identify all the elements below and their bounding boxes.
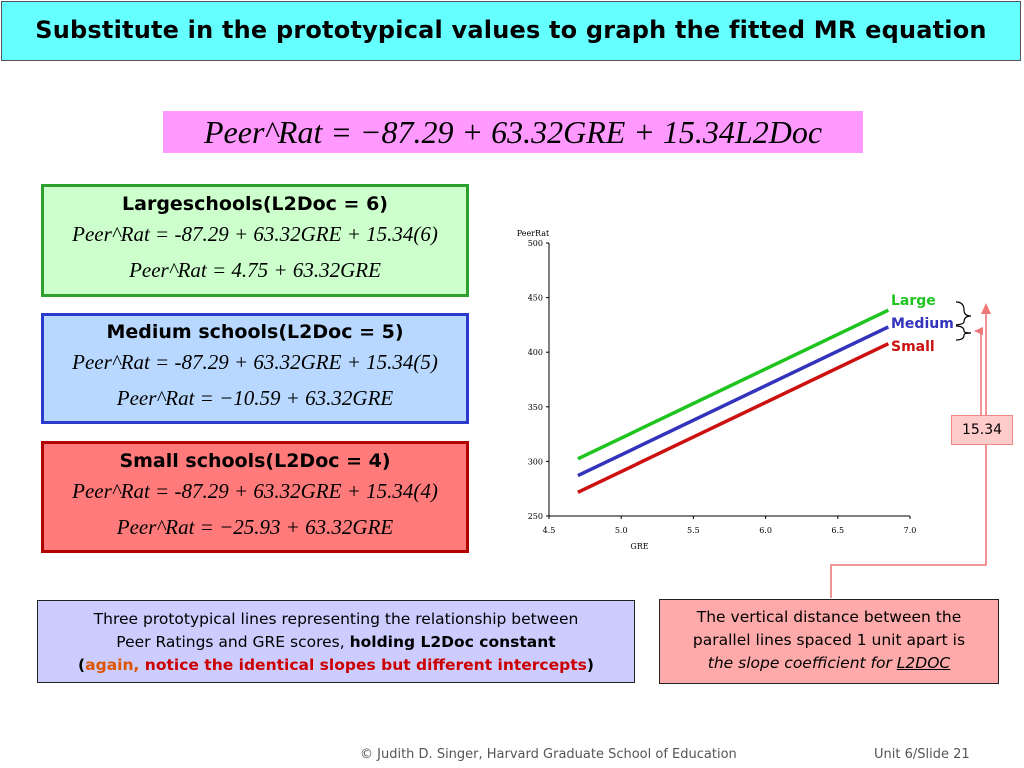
note-left-rest: notice the identical slopes but differen… [139,656,587,674]
y-tick-label: 350 [528,403,543,412]
arrow-head-lower [974,327,983,335]
note-left-close: ) [586,656,594,674]
y-tick-label: 250 [528,512,543,521]
series-line-small [577,342,890,494]
x-tick-label: 5.5 [687,526,700,535]
note-left-line2a: Peer Ratings and GRE scores, [116,633,350,651]
note-left-again: again, [85,656,140,674]
medium-schools-eq1: Peer^Rat = -87.29 + 63.32GRE + 15.34(5) [72,350,438,374]
chart-lines [577,308,890,494]
note-right-line3a: the slope coefficient for [707,654,897,672]
x-tick-label: 6.5 [831,526,844,535]
x-tick-label: 7.0 [904,526,917,535]
x-tick-label: 5.0 [615,526,628,535]
y-tick-label: 500 [528,239,543,248]
series-line-large [577,308,890,461]
connector-line-inner [975,330,982,415]
x-tick-label: 6.0 [759,526,772,535]
small-schools-header: Small schools(L2Doc = 4) [119,450,391,472]
footer-slide-number: Unit 6/Slide 21 [874,747,970,762]
legend-medium: Medium [891,316,954,332]
slide-title: Substitute in the prototypical values to… [35,16,987,44]
brace-lower [955,325,972,341]
small-schools-box: Small schools(L2Doc = 4) Peer^Rat = -87.… [41,441,469,553]
medium-schools-box: Medium schools(L2Doc = 5) Peer^Rat = -87… [41,313,469,424]
slope-explanation-note: The vertical distance between the parall… [659,599,999,684]
medium-schools-header: Medium schools(L2Doc = 5) [106,321,404,343]
large-schools-eq2: Peer^Rat = 4.75 + 63.32GRE [129,258,381,282]
arrow-head-upper [981,303,991,314]
prototypical-lines-note: Three prototypical lines representing th… [37,600,635,683]
note-left-line2b: holding L2Doc constant [349,633,556,651]
large-schools-eq1: Peer^Rat = -87.29 + 63.32GRE + 15.34(6) [72,222,438,246]
legend-large: Large [891,293,936,309]
y-tick-label: 400 [528,348,543,357]
slope-badge: 15.34 [951,415,1013,445]
legend-small: Small [891,339,935,355]
note-right-line1: The vertical distance between the [696,608,962,626]
small-schools-eq1: Peer^Rat = -87.29 + 63.32GRE + 15.34(4) [72,479,438,503]
series-line-medium [577,325,890,478]
large-schools-header: Largeschools(L2Doc = 6) [122,193,388,215]
medium-schools-eq2: Peer^Rat = −10.59 + 63.32GRE [116,386,394,410]
small-schools-eq2: Peer^Rat = −25.93 + 63.32GRE [116,515,394,539]
main-equation: Peer^Rat = −87.29 + 63.32GRE + 15.34L2Do… [163,111,863,153]
chart-axes: 250 300 350 400 450 500 4.5 5.0 5.5 6.0 6.5 7.0 Peer… [517,229,917,551]
y-tick-label: 450 [528,294,543,303]
note-left-line1: Three prototypical lines representing th… [93,610,579,628]
y-axis-label: PeerRat [517,229,550,238]
chart-legend: Large Medium Small [891,293,954,355]
brace-upper [955,301,972,326]
title-bar: Substitute in the prototypical values to… [1,1,1021,61]
large-schools-box: Largeschools(L2Doc = 6) Peer^Rat = -87.2… [41,184,469,297]
y-tick-label: 300 [528,457,543,466]
x-axis-label: GRE [630,542,648,551]
note-right-line3b: L2DOC [896,654,951,672]
x-tick-label: 4.5 [543,526,556,535]
note-left-open: ( [78,656,86,674]
note-right-line2: parallel lines spaced 1 unit apart is [692,631,966,649]
footer-copyright: © Judith D. Singer, Harvard Graduate Sch… [360,747,737,762]
